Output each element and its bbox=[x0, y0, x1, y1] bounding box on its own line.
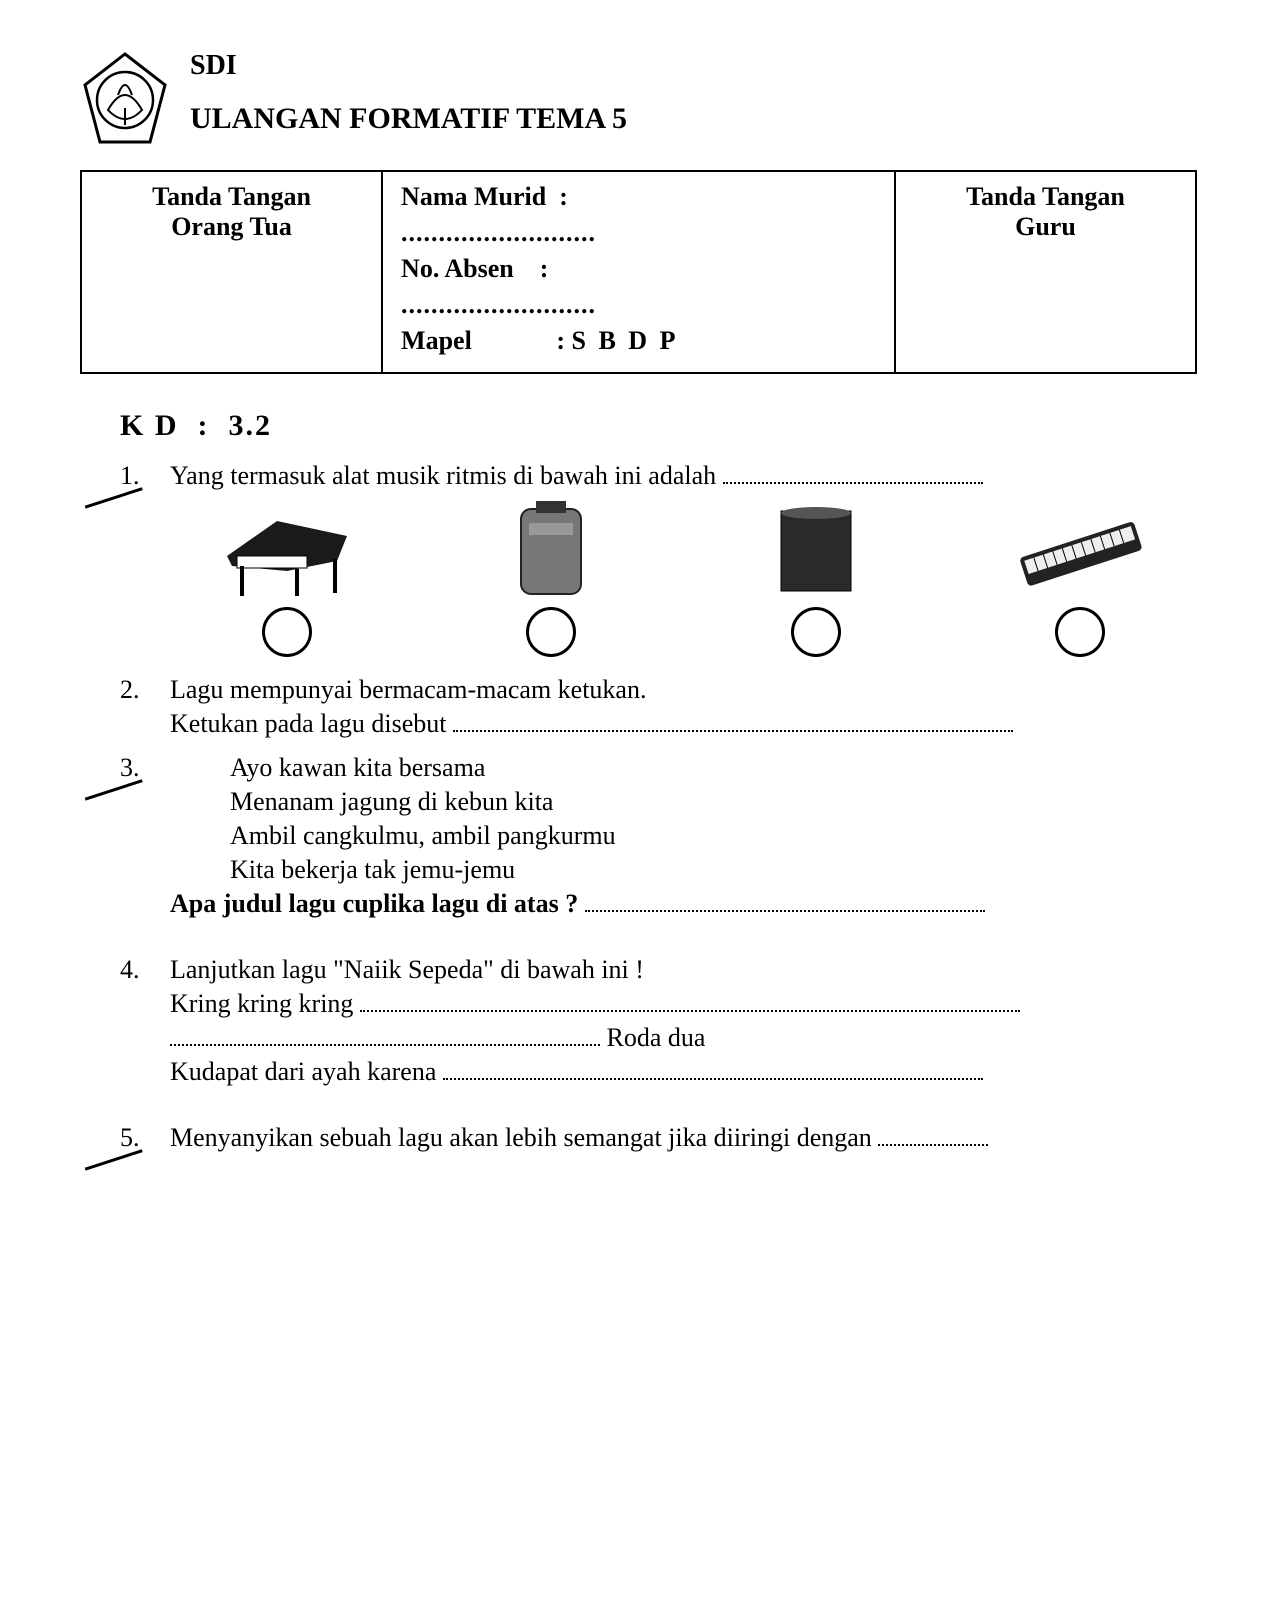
q4-blank-b[interactable] bbox=[170, 1044, 600, 1046]
parent-sign-label-1: Tanda Tangan bbox=[100, 182, 363, 212]
questions-block: 1. Yang termasuk alat musik ritmis di ba… bbox=[120, 461, 1197, 1157]
question-3: 3. Ayo kawan kita bersama Menanam jagung… bbox=[120, 753, 1197, 923]
q3-number: 3. bbox=[120, 753, 152, 923]
q1-option-c[interactable] bbox=[699, 501, 933, 657]
q2-line1: Lagu mempunyai bermacam-macam ketukan. bbox=[170, 675, 1197, 705]
q1-circle-d[interactable] bbox=[1055, 607, 1105, 657]
q1-text: Yang termasuk alat musik ritmis di bawah… bbox=[170, 461, 716, 490]
q3-lyric-2: Menanam jagung di kebun kita bbox=[230, 787, 1197, 817]
q1-option-b[interactable] bbox=[434, 501, 668, 657]
q1-option-d[interactable] bbox=[963, 501, 1197, 657]
teacher-sign-label-2: Guru bbox=[914, 212, 1177, 242]
q4-blank-c[interactable] bbox=[443, 1078, 983, 1080]
question-2: 2. Lagu mempunyai bermacam-macam ketukan… bbox=[120, 675, 1197, 743]
kd-label: K D bbox=[120, 409, 179, 442]
kaleng-icon bbox=[746, 501, 886, 601]
q5-number: 5. bbox=[120, 1123, 152, 1157]
parent-signature-cell: Tanda Tangan Orang Tua bbox=[81, 171, 382, 373]
q1-circle-b[interactable] bbox=[526, 607, 576, 657]
q3-lyric-1: Ayo kawan kita bersama bbox=[230, 753, 1197, 783]
mapel-value: S B D P bbox=[571, 326, 678, 355]
q3-answer-blank[interactable] bbox=[585, 910, 985, 912]
q3-question: Apa judul lagu cuplika lagu di atas ? bbox=[170, 889, 578, 918]
q1-options bbox=[170, 501, 1197, 657]
header-text: SDI ULANGAN FORMATIF TEMA 5 bbox=[190, 50, 1197, 136]
mapel-label: Mapel bbox=[401, 326, 472, 355]
q4-blank-a[interactable] bbox=[360, 1010, 1020, 1012]
q2-answer-blank[interactable] bbox=[453, 730, 1013, 732]
student-info-cell: Nama Murid : .......................... … bbox=[382, 171, 895, 373]
q4-line-c-pre: Kudapat dari ayah karena bbox=[170, 1057, 436, 1086]
q1-answer-blank[interactable] bbox=[723, 482, 983, 484]
q2-number: 2. bbox=[120, 675, 152, 743]
q4-line-b-post: Roda dua bbox=[607, 1023, 706, 1052]
tut-wuri-handayani-icon bbox=[80, 50, 170, 150]
teacher-signature-cell: Tanda Tangan Guru bbox=[895, 171, 1196, 373]
q1-option-a[interactable] bbox=[170, 501, 404, 657]
kd-value: 3.2 bbox=[229, 409, 273, 442]
galon-icon bbox=[481, 501, 621, 601]
question-4: 4. Lanjutkan lagu "Naiik Sepeda" di bawa… bbox=[120, 955, 1197, 1091]
school-logo bbox=[80, 50, 170, 150]
teacher-sign-label-1: Tanda Tangan bbox=[914, 182, 1177, 212]
q5-text: Menyanyikan sebuah lagu akan lebih seman… bbox=[170, 1123, 872, 1152]
question-1: 1. Yang termasuk alat musik ritmis di ba… bbox=[120, 461, 1197, 665]
q5-answer-blank[interactable] bbox=[878, 1144, 988, 1146]
q1-circle-a[interactable] bbox=[262, 607, 312, 657]
parent-sign-label-2: Orang Tua bbox=[100, 212, 363, 242]
info-table: Tanda Tangan Orang Tua Nama Murid : ....… bbox=[80, 170, 1197, 374]
q4-intro: Lanjutkan lagu "Naiik Sepeda" di bawah i… bbox=[170, 955, 1197, 985]
q2-line2-pre: Ketukan pada lagu disebut bbox=[170, 709, 447, 738]
q4-number: 4. bbox=[120, 955, 152, 1091]
school-name: SDI bbox=[190, 50, 1197, 82]
name-blank[interactable]: .......................... bbox=[401, 218, 596, 247]
absen-blank[interactable]: .......................... bbox=[401, 290, 596, 319]
q1-circle-c[interactable] bbox=[791, 607, 841, 657]
name-label: Nama Murid bbox=[401, 182, 546, 211]
pianika-icon bbox=[1010, 501, 1150, 601]
q1-number: 1. bbox=[120, 461, 152, 665]
q3-lyric-4: Kita bekerja tak jemu-jemu bbox=[230, 855, 1197, 885]
q3-lyric-3: Ambil cangkulmu, ambil pangkurmu bbox=[230, 821, 1197, 851]
q4-line-a-pre: Kring kring kring bbox=[170, 989, 353, 1018]
question-5: 5. Menyanyikan sebuah lagu akan lebih se… bbox=[120, 1123, 1197, 1157]
header: SDI ULANGAN FORMATIF TEMA 5 bbox=[80, 50, 1197, 150]
piano-icon bbox=[217, 501, 357, 601]
exam-title: ULANGAN FORMATIF TEMA 5 bbox=[190, 102, 1197, 136]
kd-heading: K D : 3.2 bbox=[120, 409, 1197, 443]
absen-label: No. Absen bbox=[401, 254, 514, 283]
